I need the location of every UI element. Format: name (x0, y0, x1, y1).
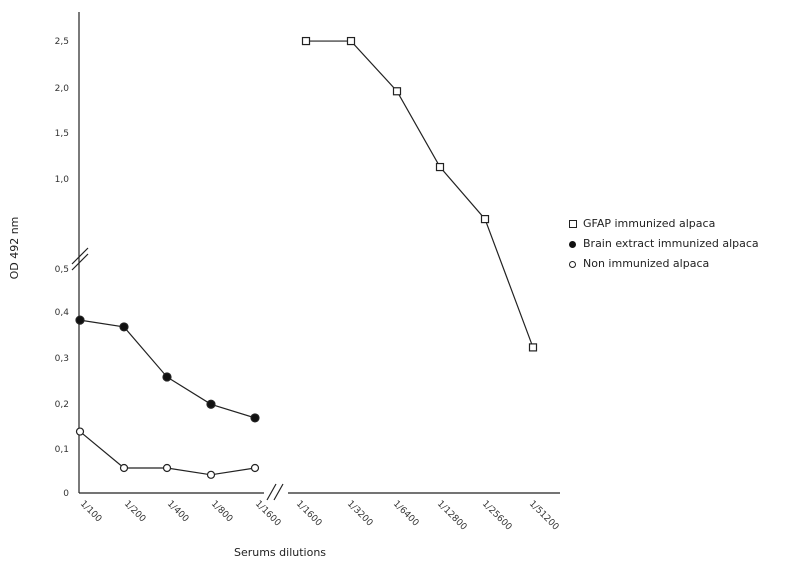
series-line-brain-extract (79, 319, 256, 419)
data-point (250, 463, 260, 473)
y-tick-label: 0,3 (55, 354, 69, 364)
y-tick-label: 0,1 (55, 445, 69, 455)
x-axis-title: Serums dilutions (234, 546, 326, 559)
data-point (75, 315, 85, 325)
y-tick-label: 2,5 (55, 37, 69, 47)
y-tick-label: 0,5 (55, 265, 69, 275)
legend-label: Brain extract immunized alpaca (583, 237, 759, 250)
x-tick-label: 1/100 (78, 499, 104, 525)
x-tick-label: 1/6400 (391, 499, 421, 529)
data-point (206, 399, 216, 409)
data-point (206, 470, 216, 479)
y-tick-label: 2,0 (55, 84, 70, 94)
data-point (435, 162, 445, 172)
x-tick-label: 1/1600 (294, 499, 324, 529)
data-point (528, 343, 538, 352)
y-axis-break-1 (71, 247, 89, 265)
x-tick-label: 1/800 (209, 499, 235, 525)
legend-item-brain-extract: Brain extract immunized alpaca (568, 234, 759, 254)
y-tick-label: 1,5 (55, 129, 69, 139)
data-point (301, 36, 311, 46)
data-point (480, 214, 490, 224)
data-point (250, 413, 260, 423)
x-tick-label: 1/400 (165, 499, 191, 525)
x-axis-break-2 (273, 483, 284, 501)
legend-item-non-immunized: Non immunized alpaca (568, 254, 759, 274)
data-point (75, 427, 85, 436)
data-point (392, 87, 402, 96)
x-tick-label: 1/3200 (345, 499, 375, 529)
legend-label: GFAP immunized alpaca (583, 217, 716, 230)
x-tick-label: 1/51200 (527, 499, 561, 533)
x-tick-label: 1/200 (122, 499, 148, 525)
y-tick-label: 1,0 (55, 175, 70, 185)
x-tick-label: 1/25600 (480, 499, 514, 533)
y-axis-title: OD 492 nm (8, 217, 21, 280)
y-tick-label: 0,4 (55, 308, 70, 318)
x-axis-break-1 (266, 483, 277, 501)
data-point (119, 463, 129, 473)
legend: GFAP immunized alpaca Brain extract immu… (568, 214, 759, 274)
x-tick-label: 1/12800 (435, 499, 469, 533)
y-tick-label: 0,2 (55, 400, 69, 410)
legend-label: Non immunized alpaca (583, 257, 710, 270)
data-point (162, 463, 172, 473)
open-circle-icon (569, 260, 576, 268)
x-tick-label: 1/1600 (253, 499, 283, 529)
data-point (346, 36, 356, 46)
y-tick-label: 0 (63, 489, 69, 499)
y-axis-break-2 (71, 253, 89, 271)
series-markers (75, 36, 538, 479)
series-line-gfap (306, 40, 534, 348)
open-square-icon (569, 220, 577, 228)
data-point (119, 322, 129, 332)
filled-circle-icon (569, 240, 576, 248)
data-point (162, 372, 172, 382)
legend-item-gfap: GFAP immunized alpaca (568, 214, 759, 234)
